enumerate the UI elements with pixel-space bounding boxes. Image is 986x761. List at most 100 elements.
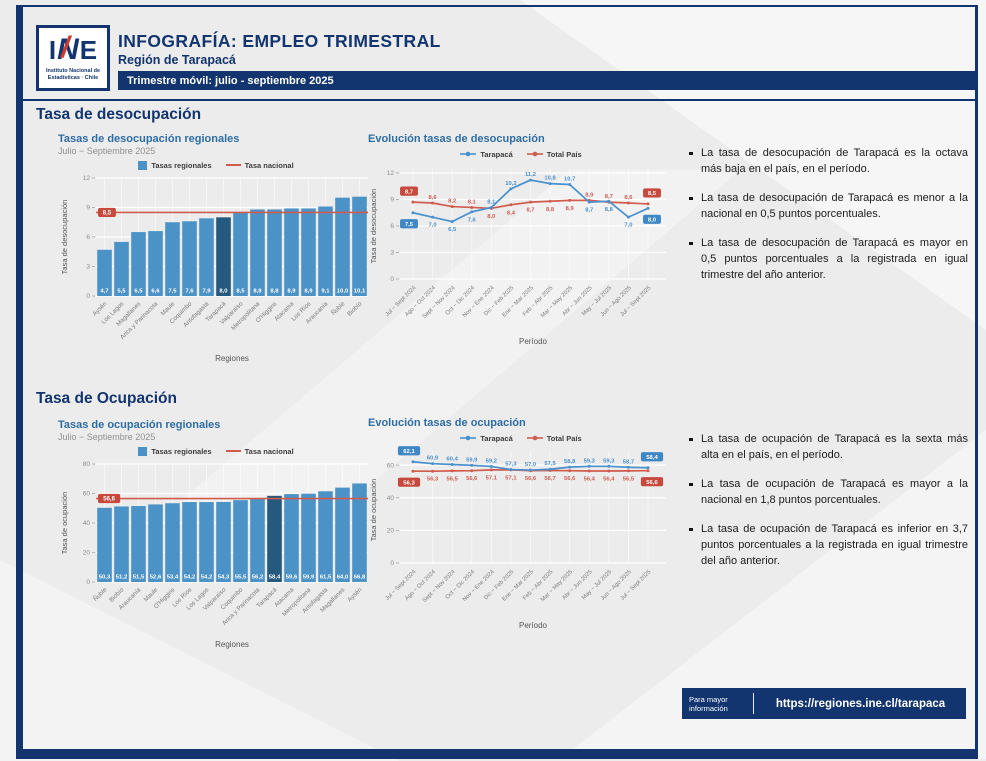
blue-swatch-icon bbox=[138, 446, 148, 456]
svg-text:59,3: 59,3 bbox=[584, 458, 596, 464]
svg-text:56,3: 56,3 bbox=[427, 477, 439, 483]
svg-text:8,0: 8,0 bbox=[219, 289, 228, 295]
chart-bar-desocupacion: Tasas de desocupación regionales Julio −… bbox=[58, 133, 374, 364]
svg-text:8,0: 8,0 bbox=[648, 218, 657, 224]
svg-text:20: 20 bbox=[83, 550, 91, 557]
svg-text:0: 0 bbox=[86, 579, 90, 586]
svg-text:56,7: 56,7 bbox=[544, 476, 555, 482]
chart-subtitle: Julio − Septiembre 2025 bbox=[58, 146, 156, 156]
svg-text:Ñuble: Ñuble bbox=[92, 586, 109, 603]
red-line-point-icon bbox=[526, 150, 543, 158]
svg-text:Período: Período bbox=[519, 621, 548, 630]
svg-text:10,2: 10,2 bbox=[505, 181, 516, 187]
svg-text:6,6: 6,6 bbox=[151, 289, 160, 295]
svg-text:6,5: 6,5 bbox=[448, 227, 457, 233]
svg-text:8,1: 8,1 bbox=[468, 199, 477, 205]
svg-text:Tasa de desocupación: Tasa de desocupación bbox=[369, 189, 378, 264]
red-line-icon bbox=[225, 449, 241, 453]
chart-subtitle: Julio − Septiembre 2025 bbox=[58, 432, 156, 442]
svg-text:40: 40 bbox=[83, 520, 91, 527]
svg-text:8,5: 8,5 bbox=[103, 211, 112, 217]
svg-text:56,2: 56,2 bbox=[252, 575, 264, 581]
svg-text:3: 3 bbox=[86, 264, 90, 271]
svg-text:58,4: 58,4 bbox=[646, 455, 658, 461]
section-heading-ocupacion: Tasa de Ocupación bbox=[36, 390, 177, 407]
svg-text:59,3: 59,3 bbox=[603, 458, 615, 464]
svg-text:53,4: 53,4 bbox=[167, 575, 179, 581]
svg-text:8,9: 8,9 bbox=[287, 289, 296, 295]
svg-text:57,1: 57,1 bbox=[486, 475, 498, 481]
svg-text:60,4: 60,4 bbox=[447, 457, 459, 463]
svg-text:7,0: 7,0 bbox=[429, 223, 437, 229]
svg-text:56,5: 56,5 bbox=[623, 476, 635, 482]
svg-text:8,9: 8,9 bbox=[304, 289, 313, 295]
section-heading-desocupacion: Tasa de desocupación bbox=[36, 106, 202, 123]
svg-text:59,9: 59,9 bbox=[303, 575, 315, 581]
svg-text:5,5: 5,5 bbox=[117, 289, 126, 295]
svg-text:56,4: 56,4 bbox=[584, 477, 596, 483]
svg-text:8,4: 8,4 bbox=[507, 210, 516, 216]
logo-letter-n: N / bbox=[57, 30, 79, 66]
svg-text:56,5: 56,5 bbox=[447, 476, 459, 482]
page-subtitle: Región de Tarapacá bbox=[118, 53, 236, 67]
svg-text:0: 0 bbox=[390, 276, 394, 283]
legend-item-total-pais: Total País bbox=[526, 150, 582, 159]
bullet-item: La tasa de ocupación de Tarapacá es infe… bbox=[688, 522, 968, 569]
blue-line-point-icon bbox=[460, 434, 477, 442]
svg-text:8,6: 8,6 bbox=[429, 195, 438, 201]
svg-text:0: 0 bbox=[390, 560, 394, 567]
svg-text:64,0: 64,0 bbox=[337, 575, 349, 581]
svg-text:56,6: 56,6 bbox=[525, 476, 537, 482]
page-title: INFOGRAFÍA: EMPLEO TRIMESTRAL bbox=[118, 31, 441, 51]
svg-text:9: 9 bbox=[86, 205, 90, 212]
svg-text:8,8: 8,8 bbox=[546, 207, 555, 213]
footer-info-bar: Para mayor información https://regiones.… bbox=[682, 688, 966, 719]
svg-text:8,7: 8,7 bbox=[526, 208, 534, 214]
svg-text:9: 9 bbox=[390, 197, 394, 204]
chart-legend: Tasas regionales Tasa nacional bbox=[58, 444, 374, 458]
svg-text:8,5: 8,5 bbox=[648, 191, 657, 197]
svg-text:7,0: 7,0 bbox=[624, 223, 632, 229]
svg-text:54,3: 54,3 bbox=[218, 575, 230, 581]
svg-text:56,4: 56,4 bbox=[603, 477, 615, 483]
svg-text:8,1: 8,1 bbox=[487, 199, 496, 205]
period-banner: Trimestre móvil: julio - septiembre 2025 bbox=[118, 71, 975, 90]
legend-item-regionales: Tasas regionales bbox=[138, 446, 212, 456]
svg-text:60: 60 bbox=[387, 462, 395, 469]
svg-text:56,6: 56,6 bbox=[646, 480, 658, 486]
svg-text:58,8: 58,8 bbox=[564, 459, 576, 465]
svg-text:7,9: 7,9 bbox=[202, 289, 211, 295]
chart-legend: Tarapacá Total País bbox=[368, 431, 674, 445]
svg-text:Aysén: Aysén bbox=[346, 586, 363, 603]
svg-text:10,1: 10,1 bbox=[354, 289, 366, 295]
svg-text:80: 80 bbox=[83, 461, 91, 468]
svg-text:0: 0 bbox=[86, 293, 90, 300]
chart-line-desocupacion: Evolución tasas de desocupación Tarapacá… bbox=[368, 133, 674, 347]
bullet-item: La tasa de ocupación de Tarapacá es la s… bbox=[688, 432, 968, 463]
svg-text:Tasa de ocupación: Tasa de ocupación bbox=[60, 492, 69, 555]
logo-subtitle: Instituto Nacional de Estadísticas · Chi… bbox=[45, 67, 101, 81]
svg-text:7,5: 7,5 bbox=[168, 289, 177, 295]
chart-legend: Tasas regionales Tasa nacional bbox=[58, 158, 374, 172]
chart-legend: Tarapacá Total País bbox=[368, 147, 674, 161]
svg-text:57,3: 57,3 bbox=[505, 462, 517, 468]
svg-text:Período: Período bbox=[519, 337, 548, 346]
red-line-icon bbox=[225, 163, 241, 167]
svg-text:6: 6 bbox=[390, 223, 394, 230]
header-divider bbox=[19, 99, 975, 101]
logo-letter-e: E bbox=[79, 34, 98, 65]
svg-text:55,5: 55,5 bbox=[235, 575, 247, 581]
bullet-item: La tasa de desocupación de Tarapacá es m… bbox=[688, 236, 968, 283]
svg-text:12: 12 bbox=[387, 170, 395, 177]
footer-url-link[interactable]: https://regiones.ine.cl/tarapaca bbox=[775, 697, 946, 710]
bullet-item: La tasa de desocupación de Tarapacá es m… bbox=[688, 191, 968, 222]
svg-text:Regiones: Regiones bbox=[215, 640, 249, 649]
bullets-ocupacion: La tasa de ocupación de Tarapacá es la s… bbox=[688, 432, 968, 583]
svg-text:8,7: 8,7 bbox=[405, 189, 414, 195]
svg-text:Tasa de desocupación: Tasa de desocupación bbox=[60, 200, 69, 275]
chart-line-ocupacion: Evolución tasas de ocupación Tarapacá To… bbox=[368, 417, 674, 631]
legend-item-nacional: Tasa nacional bbox=[225, 447, 294, 456]
svg-text:3: 3 bbox=[390, 250, 394, 257]
